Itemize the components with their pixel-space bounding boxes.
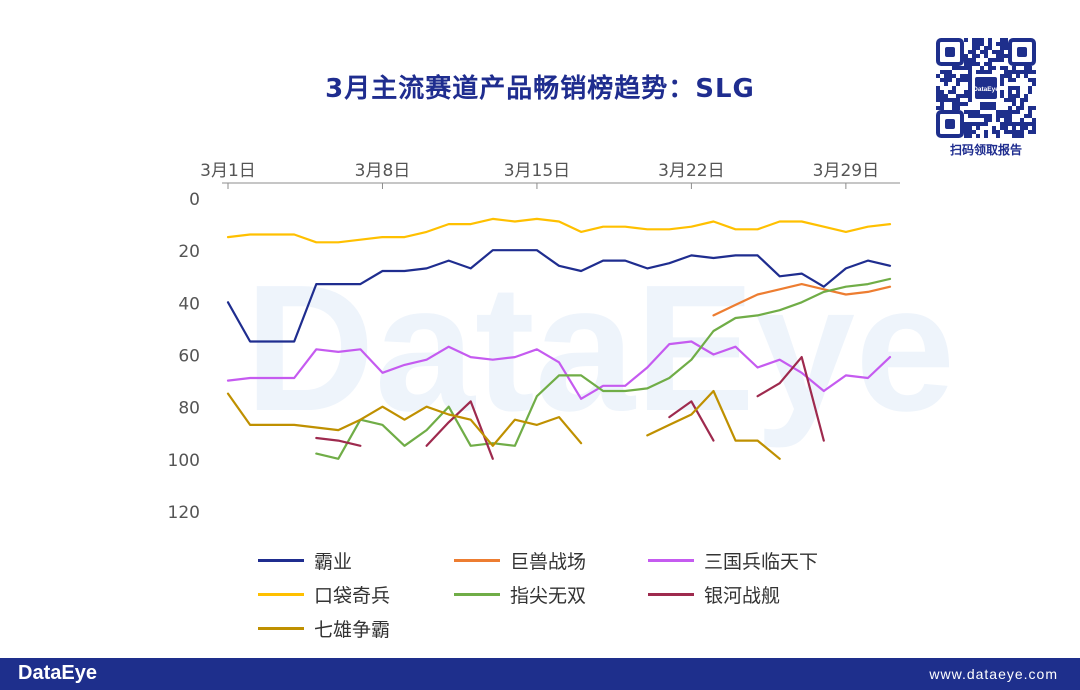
legend-item: 七雄争霸 [258, 614, 390, 642]
legend-label: 七雄争霸 [314, 618, 391, 641]
legend-item: 巨兽战场 [454, 546, 586, 574]
legend-swatch [258, 626, 304, 630]
legend-label: 口袋奇兵 [314, 584, 391, 607]
series-line-7-seg-2 [646, 389, 781, 460]
legend-item: 口袋奇兵 [258, 580, 390, 608]
footer-url[interactable]: www.dataeye.com [929, 666, 1058, 682]
y-tick-label: 20 [178, 242, 200, 262]
footer-logo: DataEye [18, 662, 97, 684]
legend-label: 指尖无双 [510, 584, 587, 607]
qr-code-image: DataEye [936, 38, 1036, 138]
qr-center-label: DataEye [973, 86, 999, 93]
legend-label: 银河战舰 [704, 584, 781, 607]
legend-swatch [648, 592, 694, 596]
legend-label: 霸业 [314, 550, 353, 573]
qr-caption: 扫码领取报告 [949, 143, 1022, 157]
series-layer [226, 217, 892, 460]
x-tick-label: 3月22日 [658, 161, 724, 181]
chart-title: 3月主流赛道产品畅销榜趋势：SLG [325, 74, 755, 104]
y-tick-label: 120 [168, 503, 200, 523]
legend-label: 三国兵临天下 [704, 550, 819, 573]
x-tick-label: 3月29日 [813, 161, 879, 181]
footer-bar: DataEye www.dataeye.com [0, 658, 1080, 690]
legend-swatch [258, 558, 304, 562]
y-tick-label: 60 [178, 347, 200, 367]
qr-code[interactable]: DataEye [936, 38, 1036, 138]
legend-swatch [454, 592, 500, 596]
y-tick-label: 0 [189, 190, 200, 210]
legend-item: 三国兵临天下 [648, 546, 818, 574]
series-line-6-seg-4 [756, 356, 825, 442]
series-line-3 [226, 340, 892, 400]
series-line-1 [226, 249, 892, 343]
legend-swatch [648, 558, 694, 562]
legend-item: 指尖无双 [454, 580, 586, 608]
legend-item: 银河战舰 [648, 580, 780, 608]
series-line-4 [226, 217, 892, 244]
x-tick-label: 3月15日 [504, 161, 570, 181]
y-tick-label: 80 [178, 399, 200, 419]
watermark-text: DataEye [245, 248, 955, 449]
x-tick-label: 3月8日 [355, 161, 411, 181]
series-line-6-seg-2 [425, 400, 494, 460]
legend-item: 霸业 [258, 546, 352, 574]
series-line-2 [712, 283, 892, 317]
legend-swatch [258, 592, 304, 596]
y-tick-label: 40 [178, 294, 200, 314]
series-line-6-seg-1 [315, 436, 362, 447]
legend-swatch [454, 558, 500, 562]
x-tick-label: 3月1日 [200, 161, 256, 181]
legend-label: 巨兽战场 [510, 550, 587, 573]
axis-layer: 3月1日 3月8日 3月15日 3月22日 3月29日 0 20 40 60 80 100 120 [168, 161, 900, 523]
y-tick-label: 100 [168, 451, 200, 471]
series-line-5 [315, 277, 892, 460]
chart-legend: 霸业 巨兽战场 三国兵临天下口袋奇兵 指尖无双 银河战舰七雄争霸 [258, 546, 878, 646]
series-line-6-seg-3 [668, 400, 715, 442]
series-line-7-seg-1 [226, 392, 583, 447]
